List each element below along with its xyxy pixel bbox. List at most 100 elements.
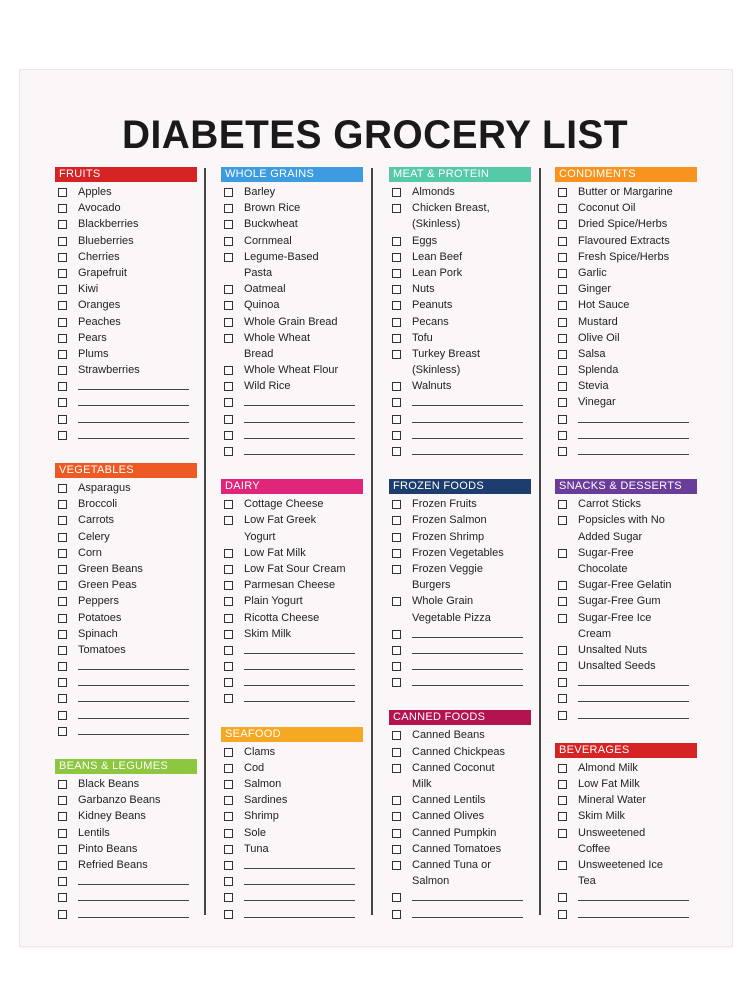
blank-write-in-line[interactable] (578, 437, 689, 439)
checkbox[interactable] (224, 301, 233, 311)
checkbox[interactable] (224, 812, 233, 822)
checkbox[interactable] (558, 909, 567, 919)
checkbox[interactable] (558, 268, 567, 278)
checkbox[interactable] (392, 893, 401, 903)
checkbox[interactable] (392, 317, 401, 327)
checkbox[interactable] (558, 828, 567, 838)
checkbox[interactable] (224, 763, 233, 773)
blank-write-in-line[interactable] (244, 405, 355, 407)
checkbox[interactable] (392, 645, 401, 655)
checkbox[interactable] (558, 662, 567, 672)
checkbox[interactable] (224, 893, 233, 903)
checkbox[interactable] (224, 366, 233, 376)
checkbox[interactable] (392, 382, 401, 392)
checkbox[interactable] (558, 613, 567, 623)
checkbox[interactable] (58, 333, 67, 343)
checkbox[interactable] (392, 532, 401, 542)
checkbox[interactable] (224, 694, 233, 704)
checkbox[interactable] (392, 236, 401, 246)
blank-write-in-line[interactable] (244, 900, 355, 902)
checkbox[interactable] (58, 828, 67, 838)
checkbox[interactable] (224, 564, 233, 574)
checkbox[interactable] (58, 398, 67, 408)
checkbox[interactable] (392, 678, 401, 688)
checkbox[interactable] (392, 844, 401, 854)
checkbox[interactable] (558, 581, 567, 591)
checkbox[interactable] (392, 548, 401, 558)
checkbox[interactable] (558, 893, 567, 903)
checkbox[interactable] (224, 333, 233, 343)
checkbox[interactable] (392, 597, 401, 607)
blank-write-in-line[interactable] (578, 900, 689, 902)
checkbox[interactable] (392, 349, 401, 359)
checkbox[interactable] (224, 844, 233, 854)
checkbox[interactable] (558, 710, 567, 720)
checkbox[interactable] (58, 268, 67, 278)
checkbox[interactable] (58, 236, 67, 246)
blank-write-in-line[interactable] (78, 437, 189, 439)
checkbox[interactable] (224, 447, 233, 456)
blank-write-in-line[interactable] (78, 685, 189, 687)
blank-write-in-line[interactable] (412, 405, 523, 407)
checkbox[interactable] (58, 812, 67, 822)
checkbox[interactable] (224, 877, 233, 887)
checkbox[interactable] (58, 430, 67, 440)
checkbox[interactable] (558, 204, 567, 214)
checkbox[interactable] (558, 398, 567, 408)
checkbox[interactable] (558, 220, 567, 230)
checkbox[interactable] (392, 301, 401, 311)
checkbox[interactable] (58, 860, 67, 870)
checkbox[interactable] (58, 204, 67, 214)
checkbox[interactable] (392, 747, 401, 757)
checkbox[interactable] (224, 516, 233, 526)
checkbox[interactable] (558, 763, 567, 773)
checkbox[interactable] (58, 613, 67, 623)
blank-write-in-line[interactable] (78, 669, 189, 671)
checkbox[interactable] (224, 382, 233, 392)
blank-write-in-line[interactable] (244, 701, 355, 703)
checkbox[interactable] (58, 484, 67, 493)
blank-write-in-line[interactable] (412, 652, 523, 654)
checkbox[interactable] (58, 366, 67, 376)
checkbox[interactable] (392, 812, 401, 822)
blank-write-in-line[interactable] (78, 900, 189, 902)
checkbox[interactable] (58, 645, 67, 655)
checkbox[interactable] (58, 220, 67, 230)
blank-write-in-line[interactable] (78, 389, 189, 391)
checkbox[interactable] (224, 613, 233, 623)
checkbox[interactable] (58, 317, 67, 327)
checkbox[interactable] (392, 629, 401, 639)
checkbox[interactable] (224, 548, 233, 558)
checkbox[interactable] (392, 252, 401, 262)
checkbox[interactable] (224, 317, 233, 327)
checkbox[interactable] (392, 564, 401, 574)
checkbox[interactable] (224, 828, 233, 838)
blank-write-in-line[interactable] (244, 685, 355, 687)
checkbox[interactable] (58, 893, 67, 903)
blank-write-in-line[interactable] (578, 717, 689, 719)
checkbox[interactable] (58, 564, 67, 574)
blank-write-in-line[interactable] (412, 454, 523, 455)
blank-write-in-line[interactable] (244, 884, 355, 886)
checkbox[interactable] (392, 285, 401, 295)
checkbox[interactable] (224, 796, 233, 806)
blank-write-in-line[interactable] (412, 685, 523, 687)
checkbox[interactable] (558, 516, 567, 526)
checkbox[interactable] (558, 796, 567, 806)
checkbox[interactable] (58, 877, 67, 887)
checkbox[interactable] (224, 662, 233, 672)
checkbox[interactable] (224, 414, 233, 424)
checkbox[interactable] (224, 780, 233, 789)
checkbox[interactable] (558, 366, 567, 376)
checkbox[interactable] (58, 694, 67, 704)
blank-write-in-line[interactable] (244, 454, 355, 455)
checkbox[interactable] (224, 430, 233, 440)
blank-write-in-line[interactable] (244, 652, 355, 654)
blank-write-in-line[interactable] (412, 900, 523, 902)
checkbox[interactable] (58, 285, 67, 295)
checkbox[interactable] (58, 548, 67, 558)
checkbox[interactable] (58, 796, 67, 806)
checkbox[interactable] (558, 447, 567, 456)
checkbox[interactable] (58, 710, 67, 720)
checkbox[interactable] (558, 597, 567, 607)
